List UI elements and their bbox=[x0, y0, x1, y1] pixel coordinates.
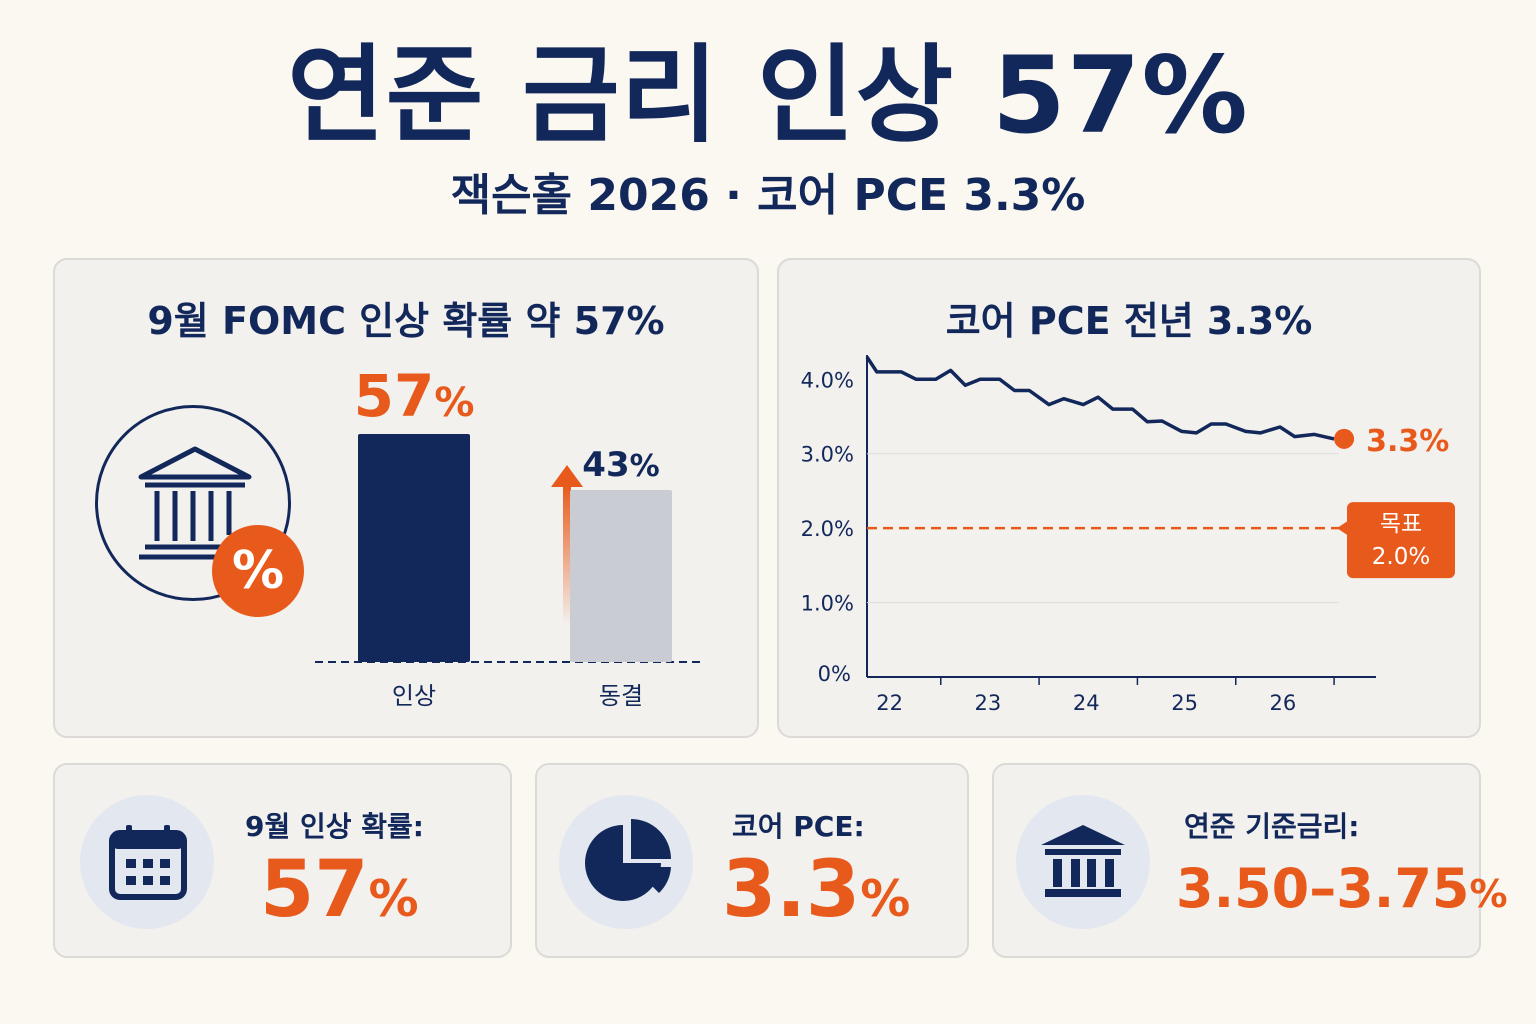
x-tick-label: 23 bbox=[975, 691, 1002, 715]
stat-card-core-pce: 코어 PCE: 3.3% bbox=[535, 763, 969, 958]
bank-icon-circle bbox=[95, 405, 291, 601]
arrow-up-icon-shaft bbox=[563, 485, 571, 625]
stat-unit: % bbox=[368, 870, 419, 928]
stat-number: 3.50–3.75 bbox=[1176, 857, 1470, 920]
x-tick-label: 24 bbox=[1073, 691, 1100, 715]
core-pce-line-chart: 0% 1.0% 2.0% 3.0% 4.0% 22 23 24 25 26 목표 2.0% 3.3% bbox=[801, 355, 1455, 715]
stat-unit: % bbox=[1469, 872, 1508, 916]
bank-icon-circle bbox=[1016, 795, 1150, 929]
stat-card-hike-probability: 9월 인상 확률: 57% bbox=[53, 763, 512, 958]
bar-category-label: 동결 bbox=[599, 682, 643, 710]
page-subtitle: 잭슨홀 2026 · 코어 PCE 3.3% bbox=[450, 170, 1086, 221]
bank-icon bbox=[1041, 825, 1125, 897]
pce-card-title: 코어 PCE 전년 3.3% bbox=[945, 299, 1313, 343]
target-callout-box bbox=[1347, 502, 1455, 579]
x-tick-label: 26 bbox=[1270, 691, 1297, 715]
arrow-up-icon bbox=[551, 465, 583, 487]
bar-category-label: 인상 bbox=[392, 682, 436, 710]
bar-value-label: 57% bbox=[354, 362, 475, 430]
x-tick-label: 25 bbox=[1171, 691, 1198, 715]
target-callout-label: 목표 bbox=[1380, 511, 1422, 537]
core-pce-card: 코어 PCE 전년 3.3% 0% 1.0% 2.0% 3.0% 4.0% 22 23 24 2… bbox=[777, 258, 1481, 738]
fomc-bar-chart: 57% 인상 43% 동결 bbox=[315, 362, 705, 710]
bar-hold bbox=[570, 490, 672, 662]
y-tick-label: 3.0% bbox=[801, 443, 854, 467]
stat-label-core-pce: 코어 PCE: bbox=[732, 810, 865, 843]
stat-number: 57 bbox=[260, 845, 369, 935]
stat-value-hike-probability: 57% bbox=[260, 845, 419, 935]
y-tick-label: 4.0% bbox=[801, 368, 854, 392]
stat-unit: % bbox=[860, 870, 911, 928]
stat-value-fed-rate: 3.50–3.75% bbox=[1176, 857, 1508, 920]
y-tick-label: 0% bbox=[818, 662, 851, 686]
end-value-label: 3.3% bbox=[1366, 424, 1449, 459]
fomc-probability-card: 9월 FOMC 인상 확률 약 57% % 57% 인상 43% 동결 bbox=[53, 258, 759, 738]
bar-value-label: 43% bbox=[582, 445, 659, 485]
y-tick-label: 1.0% bbox=[801, 592, 854, 616]
core-pce-series-line bbox=[865, 356, 1335, 441]
y-tick-label: 2.0% bbox=[801, 517, 854, 541]
page-title: 연준 금리 인상 57% bbox=[287, 34, 1249, 157]
bar-hike bbox=[358, 434, 470, 662]
stat-card-fed-rate: 연준 기준금리: 3.50–3.75% bbox=[992, 763, 1508, 958]
stat-label-fed-rate: 연준 기준금리: bbox=[1184, 810, 1360, 843]
x-tick-label: 22 bbox=[876, 691, 903, 715]
stat-number: 3.3 bbox=[722, 845, 861, 935]
target-callout-value: 2.0% bbox=[1372, 544, 1430, 570]
calendar-icon bbox=[109, 825, 187, 900]
percent-badge-icon: % bbox=[212, 525, 304, 617]
fomc-card-title: 9월 FOMC 인상 확률 약 57% bbox=[147, 299, 665, 343]
pie-chart-icon bbox=[585, 819, 671, 901]
stat-label-hike-probability: 9월 인상 확률: bbox=[245, 810, 424, 843]
end-point-marker bbox=[1334, 428, 1355, 449]
target-callout-pointer bbox=[1337, 520, 1349, 537]
pie-chart-icon-circle bbox=[559, 795, 693, 929]
bank-icon bbox=[138, 446, 252, 560]
stat-value-core-pce: 3.3% bbox=[722, 845, 910, 935]
